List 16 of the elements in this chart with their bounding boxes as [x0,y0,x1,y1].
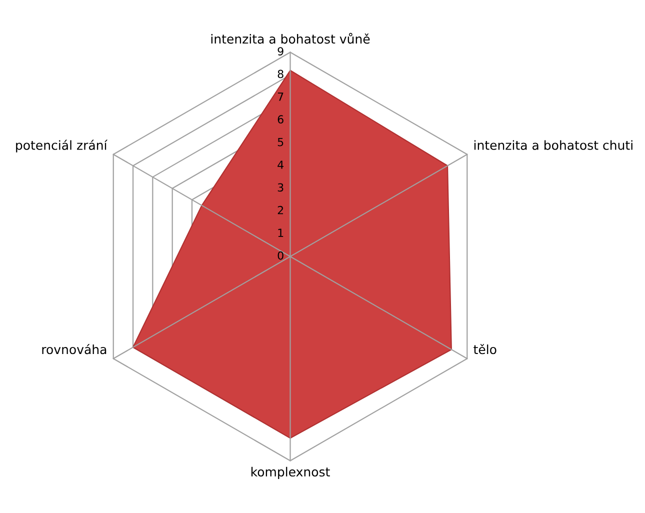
y-tick-label: 8 [278,70,284,78]
y-tick-label: 6 [278,115,284,124]
spoke-label: intenzita a bohatost vůně [211,32,370,44]
spoke-label: potenciál zrání [16,140,108,152]
y-tick-label: 5 [278,138,284,146]
y-tick-label: 9 [278,47,284,56]
spoke-label: rovnováha [42,344,106,354]
spoke-label: tělo [474,344,496,354]
y-tick-label: 4 [278,160,284,169]
y-tick-label: 0 [278,251,284,260]
spoke-label: intenzita a bohatost chuti [474,140,632,150]
y-tick-label: 7 [278,92,284,101]
y-tick-label: 3 [278,183,284,192]
y-tick-label: 1 [278,228,284,237]
y-tick-label: 2 [278,206,284,214]
spoke-label: komplexnost [251,466,330,479]
